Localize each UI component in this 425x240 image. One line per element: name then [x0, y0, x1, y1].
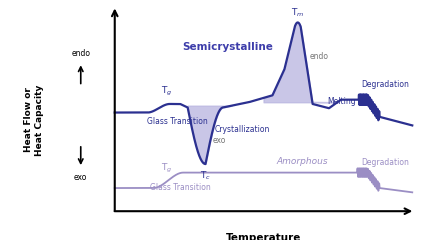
Text: exo: exo [213, 136, 226, 145]
Text: endo: endo [309, 53, 329, 61]
Text: Temperature: Temperature [226, 233, 301, 240]
Text: Heat Flow or
Heat Capacity: Heat Flow or Heat Capacity [24, 84, 44, 156]
Text: T$_c$: T$_c$ [200, 169, 211, 182]
Text: Glass Transition: Glass Transition [150, 183, 211, 192]
Text: Glass Transition: Glass Transition [147, 117, 208, 126]
Text: endo: endo [71, 48, 90, 58]
Text: Amorphous: Amorphous [276, 157, 328, 166]
Text: Crystallization: Crystallization [214, 126, 270, 134]
Text: T$_g$: T$_g$ [161, 85, 172, 98]
Text: T$_g$: T$_g$ [161, 162, 172, 175]
Text: Melting: Melting [327, 97, 356, 106]
Text: exo: exo [74, 173, 88, 182]
Text: T$_m$: T$_m$ [291, 6, 304, 19]
Text: Degradation: Degradation [362, 158, 409, 167]
Text: Degradation: Degradation [362, 79, 409, 89]
Text: Semicrystalline: Semicrystalline [182, 42, 273, 53]
